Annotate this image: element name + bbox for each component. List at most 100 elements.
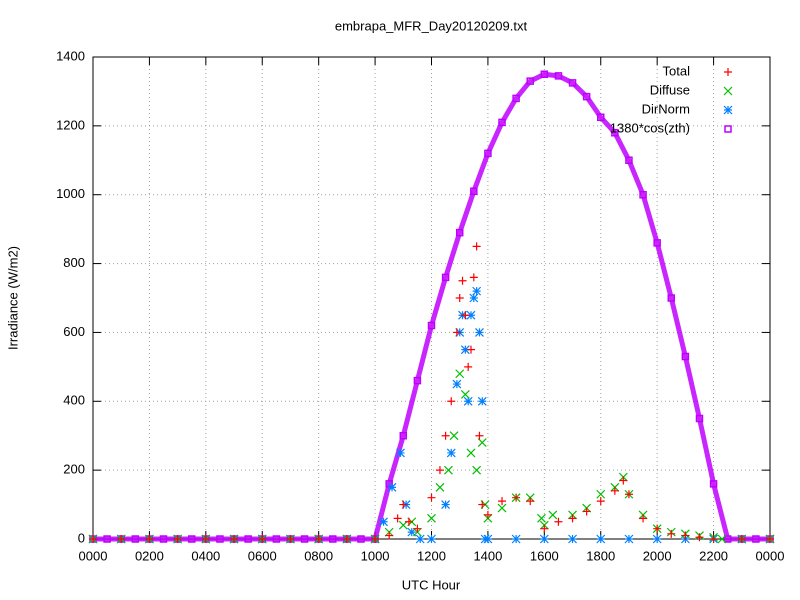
- marker: [596, 489, 606, 499]
- marker: [187, 535, 196, 543]
- marker: [653, 239, 661, 247]
- marker: [404, 517, 413, 526]
- marker: [460, 389, 470, 399]
- marker: [478, 500, 487, 509]
- marker: [477, 438, 487, 448]
- marker: [611, 128, 619, 137]
- marker: [415, 534, 425, 544]
- marker: [610, 486, 619, 495]
- y-tick-label: 400: [63, 393, 85, 408]
- marker: [484, 149, 492, 158]
- legend-label: 1380*cos(zth): [610, 120, 690, 135]
- x-tick-label: 0000: [756, 548, 785, 563]
- marker: [393, 514, 402, 523]
- marker: [446, 448, 456, 458]
- marker: [512, 94, 520, 103]
- marker: [413, 524, 422, 533]
- marker: [452, 379, 462, 389]
- legend-marker: [724, 125, 732, 133]
- marker: [709, 480, 718, 488]
- marker: [717, 534, 727, 544]
- marker: [695, 533, 704, 542]
- marker: [452, 328, 461, 337]
- marker: [472, 242, 481, 251]
- marker: [469, 293, 479, 303]
- marker: [568, 514, 577, 523]
- marker: [511, 534, 521, 544]
- marker: [723, 535, 732, 543]
- legend-label: DirNorm: [642, 101, 690, 116]
- marker: [498, 118, 506, 127]
- marker: [300, 535, 309, 543]
- marker: [653, 524, 662, 533]
- legend-marker: [723, 105, 733, 115]
- marker: [554, 72, 563, 80]
- marker: [258, 535, 267, 543]
- x-tick-label: 0800: [304, 548, 333, 563]
- marker: [444, 465, 453, 475]
- marker: [540, 524, 549, 533]
- marker: [470, 187, 478, 196]
- marker: [427, 493, 436, 502]
- marker: [681, 531, 690, 540]
- marker: [475, 431, 484, 440]
- marker: [342, 535, 351, 543]
- marker: [596, 534, 606, 544]
- x-axis-label: UTC Hour: [402, 577, 461, 592]
- marker: [441, 431, 450, 440]
- marker: [461, 311, 470, 320]
- y-tick-label: 1200: [56, 117, 85, 132]
- marker: [737, 535, 746, 543]
- legend-marker: [723, 86, 733, 96]
- marker: [582, 507, 591, 516]
- marker: [407, 527, 417, 537]
- marker: [568, 79, 577, 87]
- legend-marker: [724, 68, 732, 76]
- marker: [596, 497, 605, 506]
- marker: [475, 328, 484, 337]
- marker: [216, 535, 224, 543]
- marker: [624, 490, 633, 499]
- marker: [526, 497, 535, 506]
- marker: [396, 448, 405, 458]
- marker: [548, 510, 558, 520]
- marker: [625, 156, 633, 165]
- marker: [472, 286, 482, 296]
- marker: [159, 535, 168, 543]
- x-tick-label: 1800: [586, 548, 615, 563]
- marker: [387, 482, 397, 492]
- marker: [466, 310, 476, 320]
- marker: [681, 352, 690, 361]
- marker: [667, 529, 676, 538]
- marker: [483, 510, 492, 519]
- legend-label: Total: [663, 63, 691, 78]
- marker: [441, 273, 450, 282]
- x-tick-label: 2200: [699, 548, 728, 563]
- marker: [652, 534, 662, 544]
- marker: [447, 397, 456, 406]
- marker: [539, 534, 549, 544]
- x-tick-label: 2000: [643, 548, 672, 563]
- y-axis-label: Irradiance (W/m2): [5, 246, 20, 350]
- x-tick-label: 1600: [530, 548, 559, 563]
- chart-title: embrapa_MFR_Day20120209.txt: [335, 18, 528, 33]
- marker: [455, 228, 464, 237]
- marker: [466, 448, 476, 458]
- legend-label: Diffuse: [650, 82, 690, 97]
- marker: [497, 503, 507, 513]
- marker: [455, 294, 464, 302]
- marker: [464, 362, 473, 371]
- marker: [695, 414, 704, 423]
- marker: [483, 534, 493, 544]
- marker: [766, 535, 774, 543]
- marker: [244, 535, 252, 543]
- marker: [498, 497, 507, 506]
- marker: [597, 113, 605, 121]
- marker: [526, 77, 534, 85]
- marker: [413, 376, 422, 385]
- marker: [568, 534, 577, 544]
- y-tick-label: 1400: [56, 48, 85, 63]
- marker: [709, 535, 718, 543]
